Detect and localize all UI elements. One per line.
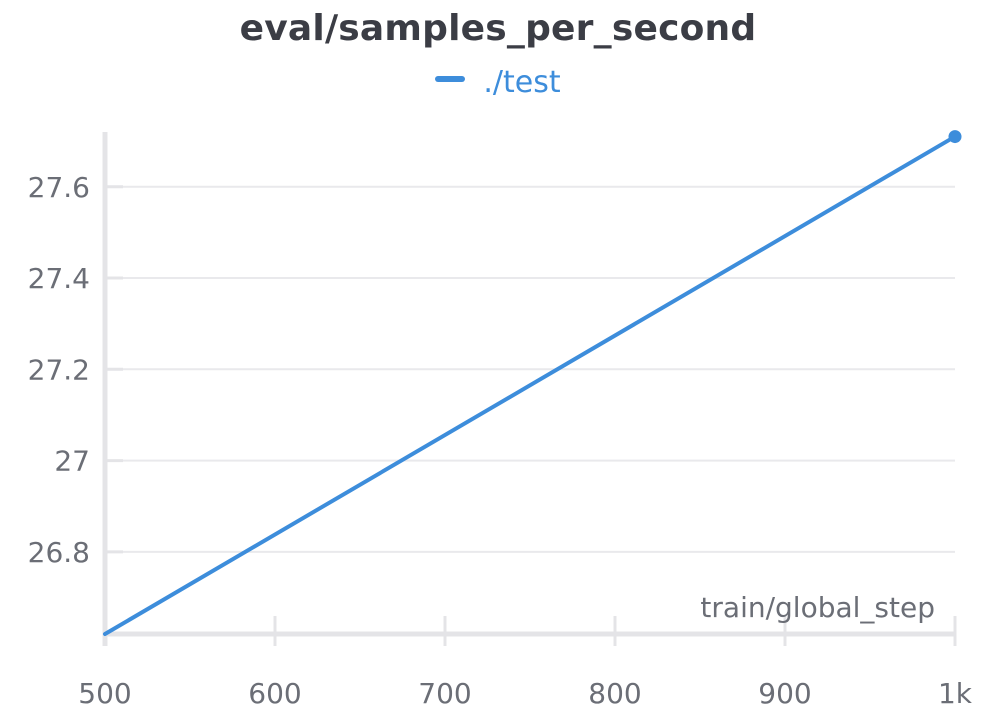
series-end-point xyxy=(948,130,962,144)
legend-label: ./test xyxy=(483,65,561,100)
y-tick-label: 27.4 xyxy=(28,262,90,295)
legend-swatch xyxy=(435,75,466,82)
y-tick-label: 27.6 xyxy=(28,171,90,204)
chart-title: eval/samples_per_second xyxy=(239,8,757,49)
series xyxy=(103,130,962,636)
tick-labels: 26.8 27 27.2 27.4 27.6 500 600 700 800 900 1k xyxy=(28,171,973,710)
axes xyxy=(102,132,957,646)
y-tick-label: 26.8 xyxy=(28,536,90,569)
series-line xyxy=(103,134,957,636)
x-axis-label: train/global_step xyxy=(700,591,935,624)
x-tick-label: 900 xyxy=(758,677,811,710)
grid-lines xyxy=(105,185,955,553)
y-tick-label: 27.2 xyxy=(28,353,90,386)
x-tick-label: 600 xyxy=(248,677,301,710)
x-tick-label: 1k xyxy=(938,677,973,710)
y-tick-label: 27 xyxy=(54,445,90,478)
x-tick-label: 700 xyxy=(418,677,471,710)
x-tick-label: 500 xyxy=(78,677,131,710)
x-tick-label: 800 xyxy=(588,677,641,710)
legend: ./test xyxy=(0,64,996,100)
